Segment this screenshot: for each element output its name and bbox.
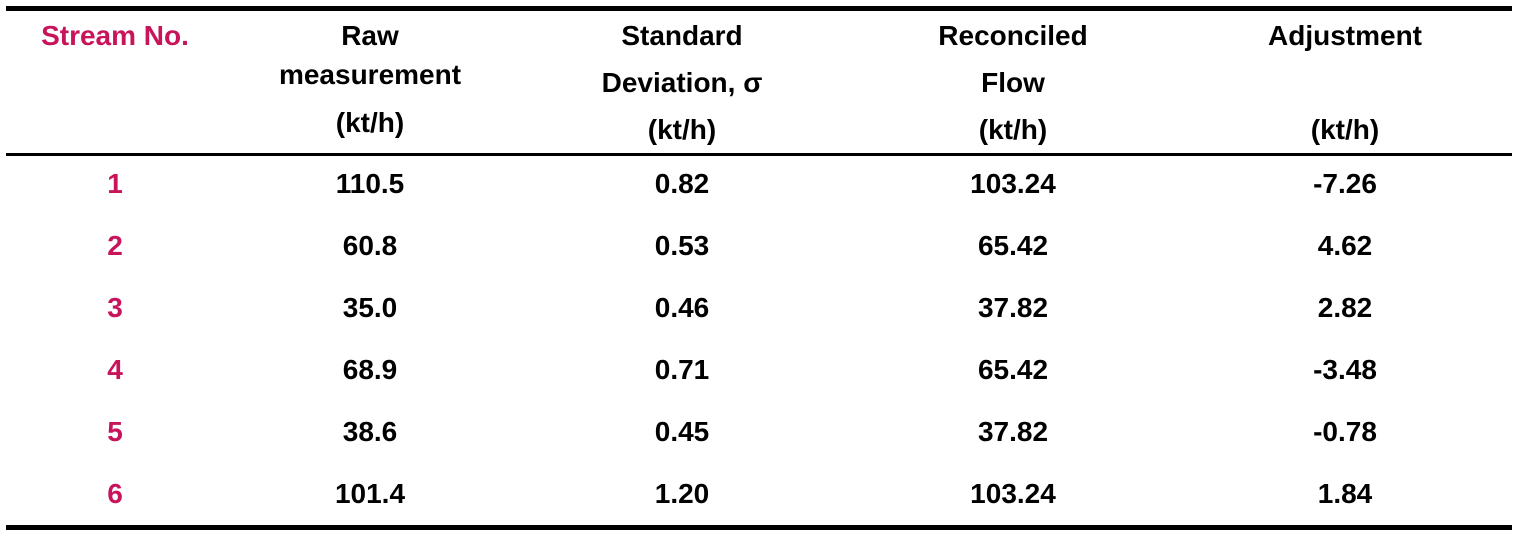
- header-sd-line2: Deviation, σ: [601, 67, 763, 98]
- table-bottom-rule: [6, 525, 1512, 530]
- cell-reconciled: 37.82: [977, 292, 1049, 323]
- cell-sd: 0.53: [654, 230, 710, 261]
- cell-stream: 6: [107, 478, 123, 509]
- cell-reconciled: 65.42: [977, 354, 1049, 385]
- header-stream-no: Stream No.: [41, 20, 189, 51]
- cell-stream: 1: [107, 168, 123, 199]
- header-adjustment-line1: Adjustment: [1268, 20, 1422, 51]
- cell-raw: 35.0: [342, 292, 398, 323]
- cell-reconciled: 103.24: [970, 168, 1056, 199]
- cell-stream: 2: [107, 230, 123, 261]
- table-top-rule: [6, 6, 1512, 11]
- cell-adjustment: 1.84: [1317, 478, 1373, 509]
- cell-reconciled: 37.82: [977, 416, 1049, 447]
- cell-raw: 60.8: [342, 230, 398, 261]
- cell-raw: 101.4: [334, 478, 406, 509]
- header-sd-line1: Standard: [621, 20, 743, 51]
- cell-reconciled: 65.42: [977, 230, 1049, 261]
- header-sd-unit: (kt/h): [647, 114, 717, 145]
- cell-stream: 3: [107, 292, 123, 323]
- cell-raw: 68.9: [342, 354, 398, 385]
- cell-adjustment: -0.78: [1313, 416, 1377, 447]
- cell-adjustment: 2.82: [1317, 292, 1373, 323]
- table-header-rule: [6, 153, 1512, 156]
- cell-reconciled: 103.24: [970, 478, 1056, 509]
- cell-stream: 4: [107, 354, 123, 385]
- cell-sd: 0.82: [654, 168, 710, 199]
- cell-adjustment: -3.48: [1313, 354, 1377, 385]
- cell-raw: 110.5: [335, 168, 405, 199]
- cell-adjustment: -7.26: [1313, 168, 1377, 199]
- header-raw-line2: measurement: [278, 59, 462, 90]
- cell-stream: 5: [107, 416, 123, 447]
- cell-sd: 0.71: [654, 354, 710, 385]
- cell-raw: 38.6: [342, 416, 398, 447]
- header-reconciled-line1: Reconciled: [938, 20, 1088, 51]
- cell-sd: 0.46: [654, 292, 710, 323]
- header-raw-unit: (kt/h): [335, 107, 405, 138]
- cell-sd: 0.45: [654, 416, 710, 447]
- cell-adjustment: 4.62: [1317, 230, 1373, 261]
- header-raw-line1: Raw: [341, 20, 399, 51]
- cell-sd: 1.20: [654, 478, 710, 509]
- header-adjustment-unit: (kt/h): [1310, 114, 1380, 145]
- header-reconciled-unit: (kt/h): [978, 114, 1048, 145]
- header-reconciled-line2: Flow: [981, 67, 1045, 98]
